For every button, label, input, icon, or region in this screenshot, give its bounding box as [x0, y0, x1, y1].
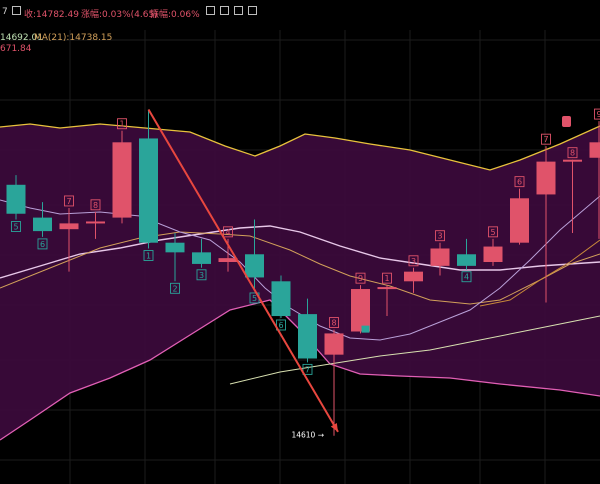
- ma-value-left: 14692.01: [0, 33, 43, 43]
- candle-body[interactable]: [192, 252, 211, 264]
- candle-body[interactable]: [510, 198, 529, 243]
- candle-seq-box: [567, 147, 578, 159]
- candle-seq-box: [11, 221, 21, 232]
- top-right-badge: [562, 116, 571, 127]
- candle-seq-label: 2: [172, 284, 177, 293]
- ma-slow-line: [0, 231, 600, 305]
- partial-code: 7: [2, 7, 8, 17]
- candle-body[interactable]: [377, 287, 397, 290]
- candle-seq-label: 6: [278, 321, 283, 330]
- candle-body[interactable]: [457, 254, 476, 266]
- candle-seq-label: 7: [305, 365, 310, 374]
- candle-body[interactable]: [139, 138, 158, 243]
- ma21-text: MA(21):14738.15: [34, 33, 113, 43]
- candle-seq-box: [64, 195, 74, 207]
- candle-body[interactable]: [86, 221, 105, 224]
- toolbar-icon-1[interactable]: [12, 6, 21, 15]
- candle-body[interactable]: [589, 142, 600, 158]
- candle-body[interactable]: [324, 333, 344, 355]
- bollinger-band-fill: [0, 124, 600, 440]
- candle-seq-label: 6: [40, 240, 45, 249]
- candle-seq-label: 5: [490, 228, 495, 237]
- candle-body[interactable]: [33, 217, 52, 232]
- candle-body[interactable]: [298, 314, 317, 359]
- upper-band-line: [0, 123, 600, 171]
- lower-value-text: 671.84: [0, 44, 32, 54]
- candle-body[interactable]: [563, 159, 582, 162]
- ma-orange-line: [479, 239, 600, 307]
- middle-band-line: [0, 225, 600, 279]
- candle-seq-box: [435, 230, 445, 242]
- candle-seq-label: 1: [119, 120, 124, 129]
- signal-marker: [361, 325, 370, 333]
- amplitude-text: 振幅:0.06%: [150, 10, 200, 20]
- low-price-label: 14610 →: [291, 431, 324, 440]
- candle-body[interactable]: [351, 289, 370, 332]
- candle-body[interactable]: [59, 223, 79, 230]
- trend-arrow-line: [147, 108, 339, 433]
- candle-seq-box: [488, 226, 498, 238]
- candle-seq-box: [514, 176, 525, 188]
- candle-seq-label: 3: [437, 232, 442, 241]
- candle-body[interactable]: [271, 281, 291, 317]
- candle-seq-label: 1: [384, 274, 389, 283]
- candle-seq-label: 5: [13, 223, 18, 232]
- candle-body[interactable]: [218, 258, 238, 262]
- candle-seq-label: 4: [464, 273, 469, 282]
- candle-seq-box: [594, 108, 600, 120]
- candle-body[interactable]: [536, 161, 556, 195]
- long-ma-line: [229, 315, 600, 385]
- candle-seq-label: 1: [146, 251, 151, 260]
- candle-seq-label: 6: [517, 178, 522, 187]
- candle-seq-label: 7: [543, 135, 548, 144]
- candle-seq-box: [329, 317, 339, 329]
- candle-seq-box: [143, 250, 154, 261]
- toolbar-icon-5[interactable]: [234, 6, 243, 15]
- candle-body[interactable]: [430, 248, 450, 266]
- candle-seq-box: [276, 319, 286, 331]
- candle-body[interactable]: [404, 271, 423, 282]
- candle-seq-box: [461, 271, 472, 283]
- candle-seq-box: [382, 272, 392, 284]
- candle-seq-box: [302, 363, 313, 375]
- candle-seq-label: 3: [199, 271, 204, 280]
- candle-body[interactable]: [165, 242, 185, 253]
- candle-seq-box: [408, 255, 419, 267]
- candle-seq-box: [355, 272, 366, 284]
- toolbar-icon-3[interactable]: [206, 6, 215, 15]
- candle-seq-label: 9: [596, 110, 600, 119]
- candle-body[interactable]: [245, 254, 264, 278]
- candle-seq-box: [90, 199, 101, 211]
- change-text: 涨幅:0.03%(4.65): [81, 10, 158, 20]
- trend-arrow-head: [330, 422, 338, 432]
- close-price-text: 收:14782.49: [24, 10, 79, 20]
- candle-body[interactable]: [112, 142, 132, 218]
- candle-seq-box: [117, 118, 127, 130]
- candle-seq-box: [196, 269, 207, 281]
- candle-body[interactable]: [483, 246, 503, 262]
- candle-seq-label: 3: [411, 257, 416, 266]
- candle-seq-label: 9: [358, 274, 363, 283]
- candle-seq-box: [541, 133, 551, 145]
- candle-seq-box: [223, 226, 233, 238]
- candle-seq-label: 7: [66, 197, 71, 206]
- candle-seq-label: 8: [331, 319, 336, 328]
- candle-body[interactable]: [6, 184, 26, 214]
- candle-seq-label: 5: [252, 294, 257, 303]
- toolbar-icon-6[interactable]: [248, 6, 257, 15]
- toolbar-icon-4[interactable]: [220, 6, 229, 15]
- candle-seq-box: [170, 282, 180, 294]
- candle-seq-label: 8: [570, 149, 575, 158]
- candle-seq-box: [37, 238, 48, 250]
- chart-header-bar: 7 收:14782.49 涨幅:0.03%(4.65) 振幅:0.06%: [0, 0, 600, 30]
- candle-seq-label: 8: [93, 201, 98, 210]
- indicator-legend: 14692.01 MA(21):14738.15 671.84: [0, 31, 600, 54]
- candle-seq-label: 4: [225, 228, 230, 237]
